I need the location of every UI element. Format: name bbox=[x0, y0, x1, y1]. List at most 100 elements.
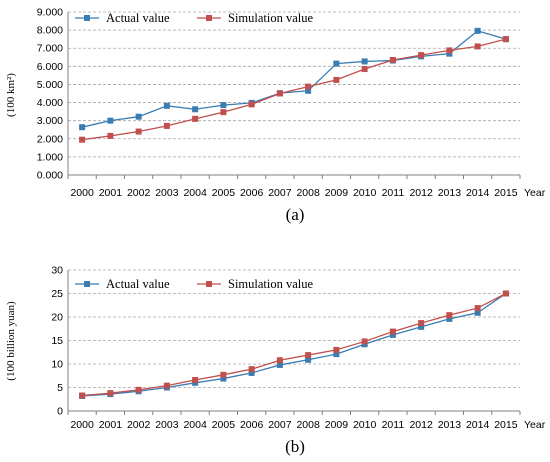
chart-b-xtick-label: 2004 bbox=[183, 419, 207, 431]
chart-a-xtick-label: 2007 bbox=[268, 187, 292, 199]
chart-a-xtick-label: 2001 bbox=[99, 187, 123, 199]
chart-a-series-simulation-point bbox=[135, 128, 142, 135]
chart-b-series-simulation-point bbox=[418, 320, 425, 327]
chart-a-legend-marker bbox=[84, 15, 90, 21]
chart-b-series-actual-point bbox=[389, 331, 396, 338]
chart-b-series-simulation-point bbox=[446, 312, 453, 319]
chart-a-legend-label: Simulation value bbox=[228, 11, 314, 25]
chart-b-series-simulation-point bbox=[163, 382, 170, 389]
chart-b-series-actual-point bbox=[305, 356, 312, 363]
plot-layer: 0.000 1.000 2.000 3.000 4.000 5.000 6.000 7.000… bbox=[37, 7, 521, 431]
chart-a-series-actual-point bbox=[446, 50, 453, 57]
chart-a-ytick-label: 8.000 bbox=[37, 25, 63, 37]
chart-a-xtick-label: 2000 bbox=[70, 187, 94, 199]
chart-a-series-actual-point bbox=[192, 106, 199, 113]
chart-b-series-simulation-point bbox=[305, 352, 312, 359]
chart-a-ytick-label: 2.000 bbox=[37, 133, 63, 145]
chart-a-series-simulation-point bbox=[361, 66, 368, 73]
chart-a-series-simulation-point bbox=[107, 132, 114, 139]
chart-b-series-simulation-point bbox=[389, 328, 396, 335]
chart-b-xtick-label: 2001 bbox=[99, 419, 123, 431]
chart-b-ytick-label: 20 bbox=[51, 312, 63, 324]
chart-b-ytick-label: 30 bbox=[51, 265, 63, 277]
chart-a-ylabel: (100 km²) bbox=[5, 73, 17, 117]
chart-a-ytick-label: 7.000 bbox=[37, 43, 63, 55]
chart-b-xtick-label: 2005 bbox=[212, 419, 236, 431]
chart-b-xlabel: Year bbox=[524, 419, 546, 431]
chart-b-legend-label: Actual value bbox=[106, 277, 170, 291]
chart-a-series-simulation-line bbox=[82, 38, 507, 141]
chart-b-series-simulation-point bbox=[361, 338, 368, 345]
chart-a-series-simulation-point bbox=[79, 136, 86, 143]
chart-a-xtick-label: 2002 bbox=[127, 187, 151, 199]
chart-b-series-simulation-point bbox=[220, 371, 227, 378]
chart-a-xtick-label: 2012 bbox=[409, 187, 433, 199]
chart-a-series-simulation-point bbox=[389, 56, 396, 63]
chart-a-series-actual-point bbox=[107, 117, 114, 124]
chart-a-xtick-label: 2014 bbox=[466, 187, 490, 199]
chart-a-xtick-label: 2009 bbox=[325, 187, 349, 199]
chart-a-ytick-label: 0.000 bbox=[37, 170, 63, 182]
chart-b-series-simulation-point bbox=[248, 366, 255, 373]
chart-a-series-simulation-point bbox=[446, 47, 453, 54]
chart-b-series-simulation-point bbox=[79, 392, 86, 399]
chart-a-ytick-label: 5.000 bbox=[37, 79, 63, 91]
chart-a-series-simulation-point bbox=[333, 76, 340, 83]
chart-b-xtick-label: 2000 bbox=[70, 419, 94, 431]
chart-b-xtick-label: 2007 bbox=[268, 419, 292, 431]
chart-a-xtick-label: 2015 bbox=[494, 187, 518, 199]
chart-a-xtick-label: 2010 bbox=[353, 187, 377, 199]
chart-a-xtick-label: 2004 bbox=[183, 187, 207, 199]
chart-b-series-actual-point bbox=[446, 315, 453, 322]
chart-b-legend-label: Simulation value bbox=[228, 277, 314, 291]
chart-a-xtick-label: 2013 bbox=[438, 187, 462, 199]
chart-a-series-simulation-point bbox=[163, 122, 170, 129]
chart-b-series-simulation-line bbox=[82, 292, 507, 397]
chart-b-xtick-label: 2013 bbox=[438, 419, 462, 431]
chart-b-xtick-label: 2003 bbox=[155, 419, 179, 431]
chart-b-xtick-label: 2002 bbox=[127, 419, 151, 431]
chart-b-xtick-label: 2012 bbox=[409, 419, 433, 431]
chart-b-series-actual-point bbox=[276, 361, 283, 368]
chart-b-series-simulation-point bbox=[474, 305, 481, 312]
chart-a-series-simulation-point bbox=[305, 83, 312, 90]
chart-a-series-actual-point bbox=[333, 60, 340, 67]
chart-a-caption: (a) bbox=[286, 205, 305, 224]
chart-a-legend-label: Actual value bbox=[106, 11, 170, 25]
chart-a-series-actual-point bbox=[79, 124, 86, 131]
chart-b-xtick-label: 2010 bbox=[353, 419, 377, 431]
chart-a-series-simulation-point bbox=[474, 43, 481, 50]
chart-a-ytick-label: 4.000 bbox=[37, 97, 63, 109]
chart-a-xtick-label: 2008 bbox=[296, 187, 320, 199]
chart-a-xtick-label: 2011 bbox=[382, 187, 405, 199]
chart-b-xtick-label: 2009 bbox=[325, 419, 349, 431]
chart-b-legend-marker bbox=[206, 281, 212, 287]
chart-b-series-simulation-point bbox=[276, 357, 283, 364]
chart-a-series-simulation-point bbox=[276, 90, 283, 97]
chart-a-series-actual-point bbox=[220, 102, 227, 109]
chart-a-ytick-label: 1.000 bbox=[37, 151, 63, 163]
chart-a-ytick-label: 6.000 bbox=[37, 61, 63, 73]
chart-b-ytick-label: 15 bbox=[51, 335, 63, 347]
chart-a-series-actual-point bbox=[163, 102, 170, 109]
chart-a-xtick-label: 2003 bbox=[155, 187, 179, 199]
chart-b-caption: (b) bbox=[285, 437, 305, 456]
chart-a-series-simulation-point bbox=[502, 36, 509, 43]
chart-b-series-actual-point bbox=[220, 375, 227, 382]
chart-a-series-actual-line bbox=[81, 30, 507, 128]
chart-a-series-actual-point bbox=[361, 58, 368, 65]
chart-a-ytick-label: 3.000 bbox=[37, 115, 63, 127]
chart-b-xtick-label: 2015 bbox=[494, 419, 518, 431]
chart-b-series-simulation-point bbox=[135, 386, 142, 393]
chart-b-ytick-label: 10 bbox=[51, 359, 63, 371]
chart-b-series-simulation-point bbox=[192, 376, 199, 383]
chart-b-series-actual-point bbox=[248, 369, 255, 376]
chart-a-series-actual-point bbox=[135, 113, 142, 120]
chart-a-ytick-label: 9.000 bbox=[37, 7, 63, 19]
chart-b-xtick-label: 2008 bbox=[296, 419, 320, 431]
chart-a-series-simulation-point bbox=[418, 52, 425, 59]
chart-a-series-simulation-point bbox=[248, 101, 255, 108]
chart-b-series-simulation-point bbox=[333, 346, 340, 353]
chart-b-ytick-label: 25 bbox=[51, 288, 63, 300]
chart-b-ytick-label: 5 bbox=[57, 382, 63, 394]
